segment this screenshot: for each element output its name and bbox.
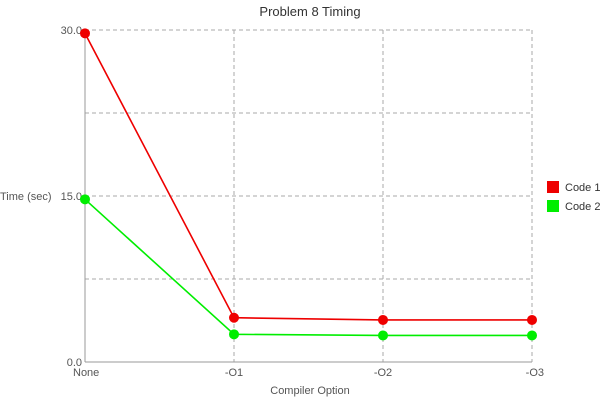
series-group (80, 28, 537, 341)
legend-label: Code 2 (565, 201, 600, 213)
grid (85, 29, 533, 362)
x-tick-label: -O1 (225, 367, 243, 379)
y-tick-label: 15.0 (61, 191, 82, 203)
chart-title: Problem 8 Timing (259, 4, 360, 19)
data-point (378, 330, 388, 341)
y-tick-label: 0.0 (67, 357, 82, 369)
y-axis-title: Time (sec) (0, 191, 52, 203)
data-point (378, 314, 388, 325)
series-line (84, 32, 532, 321)
legend-label: Code 1 (565, 182, 600, 194)
x-axis-title: Compiler Option (270, 385, 349, 397)
data-point (527, 330, 537, 341)
data-point (80, 28, 90, 39)
x-tick-label: None (73, 367, 99, 379)
y-tick-label: 30.0 (61, 25, 82, 37)
data-point (229, 329, 239, 340)
legend-swatch (547, 200, 559, 212)
data-point (527, 314, 537, 325)
series-line (84, 198, 532, 337)
data-point (229, 312, 239, 323)
x-tick-label: -O2 (374, 367, 392, 379)
axes: 0.0 15.0 30.0 None -O1 -O2 -O3 (61, 25, 544, 379)
x-tick-label: -O3 (526, 367, 544, 379)
legend: Code 1 Code 2 (547, 181, 600, 213)
data-point (80, 194, 90, 205)
legend-swatch (547, 181, 559, 193)
